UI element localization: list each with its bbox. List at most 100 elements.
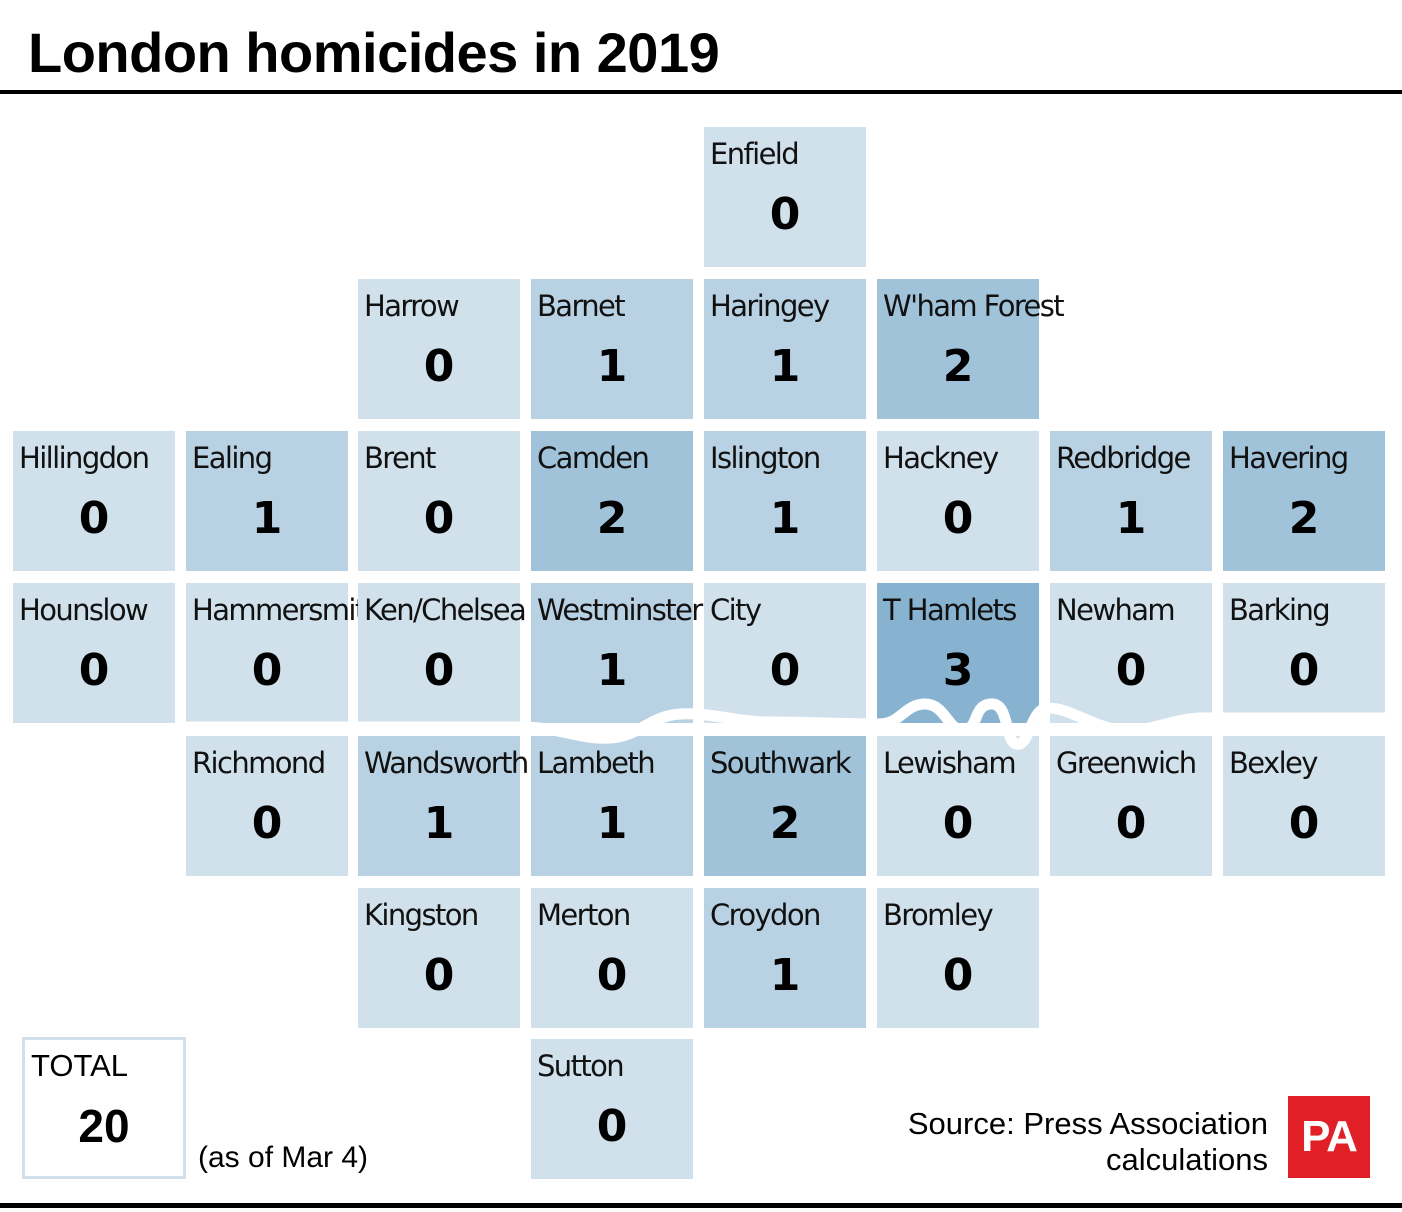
borough-tile: Redbridge 1 — [1050, 431, 1212, 571]
borough-name: Wandsworth — [364, 746, 529, 780]
borough-tile: Sutton 0 — [531, 1039, 693, 1179]
borough-tile: Ken/Chelsea 0 — [358, 583, 527, 723]
borough-name: Barnet — [537, 289, 626, 323]
borough-name: City — [710, 593, 762, 627]
borough-count: 0 — [1115, 798, 1147, 849]
borough-name: Lambeth — [537, 746, 656, 780]
borough-count: 1 — [769, 493, 801, 544]
total-label: TOTAL — [31, 1048, 129, 1083]
borough-count: 0 — [78, 493, 110, 544]
borough-count: 3 — [942, 645, 974, 696]
borough-name: Ken/Chelsea — [364, 593, 527, 627]
borough-name: Haringey — [710, 289, 830, 323]
borough-name: Croydon — [710, 898, 821, 932]
borough-count: 1 — [251, 493, 283, 544]
borough-tile: Lewisham 0 — [877, 736, 1039, 876]
borough-name: Southwark — [710, 746, 852, 780]
borough-count: 0 — [596, 950, 628, 1001]
borough-name: Hounslow — [19, 593, 149, 627]
borough-tile: Hillingdon 0 — [13, 431, 175, 571]
borough-tile: Harrow 0 — [358, 279, 520, 419]
borough-name: Bromley — [883, 898, 994, 932]
borough-name: Sutton — [537, 1049, 625, 1083]
borough-tile: Hounslow 0 — [13, 583, 175, 723]
borough-count: 0 — [769, 645, 801, 696]
borough-tile: City 0 — [704, 583, 866, 723]
borough-tile: Wandsworth 1 — [358, 736, 529, 876]
borough-tile: Hackney 0 — [877, 431, 1039, 571]
borough-name: Merton — [537, 898, 631, 932]
borough-tile: T Hamlets 3 — [877, 583, 1039, 723]
borough-count: 0 — [1288, 798, 1320, 849]
borough-tile: Brent 0 — [358, 431, 520, 571]
borough-name: W'ham Forest — [883, 289, 1065, 323]
borough-tile: Richmond 0 — [186, 736, 348, 876]
borough-tile: W'ham Forest 2 — [877, 279, 1065, 419]
borough-tile: Croydon 1 — [704, 888, 866, 1028]
borough-count: 0 — [423, 645, 455, 696]
borough-count: 2 — [596, 493, 628, 544]
borough-count: 2 — [942, 341, 974, 392]
borough-tile: Barnet 1 — [531, 279, 693, 419]
borough-tile: Greenwich 0 — [1050, 736, 1212, 876]
source-line-2: calculations — [1106, 1142, 1268, 1177]
borough-name: Westminster — [537, 593, 703, 627]
borough-count: 0 — [251, 798, 283, 849]
borough-count: 0 — [423, 950, 455, 1001]
source-credit: Source: Press Association calculations — [908, 1106, 1268, 1178]
bottom-rule — [0, 1203, 1402, 1208]
borough-count: 0 — [1288, 645, 1320, 696]
borough-count: 0 — [942, 493, 974, 544]
borough-name: Enfield — [710, 137, 800, 171]
borough-tile: Havering 2 — [1223, 431, 1385, 571]
borough-tile: Westminster 1 — [531, 583, 703, 723]
borough-count: 0 — [942, 950, 974, 1001]
pa-logo: PA — [1288, 1096, 1370, 1178]
borough-tile: Hammersmith 0 — [186, 583, 383, 723]
borough-count: 0 — [423, 341, 455, 392]
borough-tile: Lambeth 1 — [531, 736, 693, 876]
borough-tile: Bromley 0 — [877, 888, 1039, 1028]
borough-count: 1 — [596, 798, 628, 849]
as-of-date: (as of Mar 4) — [198, 1141, 369, 1174]
borough-name: Ealing — [192, 441, 273, 475]
borough-tile: Enfield 0 — [704, 127, 866, 267]
borough-tile: Haringey 1 — [704, 279, 866, 419]
borough-name: Newham — [1056, 593, 1176, 627]
source-line-1: Source: Press Association — [907, 1106, 1268, 1141]
borough-count: 0 — [596, 1101, 628, 1152]
borough-tile: Ealing 1 — [186, 431, 348, 571]
borough-name: Hammersmith — [192, 593, 383, 627]
borough-name: Hackney — [883, 441, 999, 475]
borough-name: Harrow — [364, 289, 460, 323]
borough-count: 2 — [769, 798, 801, 849]
borough-tile: Newham 0 — [1050, 583, 1212, 723]
borough-name: Brent — [364, 441, 436, 475]
borough-count: 1 — [1115, 493, 1147, 544]
borough-count: 0 — [1115, 645, 1147, 696]
top-rule — [0, 90, 1402, 94]
borough-count: 1 — [423, 798, 455, 849]
borough-tile: Merton 0 — [531, 888, 693, 1028]
borough-name: Islington — [710, 441, 821, 475]
page-title: London homicides in 2019 — [28, 21, 720, 84]
total-box: TOTAL 20 — [22, 1037, 186, 1179]
borough-tile: Islington 1 — [704, 431, 866, 571]
borough-name: Barking — [1229, 593, 1331, 627]
borough-name: Bexley — [1229, 746, 1318, 780]
borough-name: Richmond — [192, 746, 326, 780]
borough-tile: Southwark 2 — [704, 736, 866, 876]
borough-name: Havering — [1229, 441, 1349, 475]
borough-count: 1 — [596, 645, 628, 696]
borough-count: 0 — [78, 645, 110, 696]
borough-name: Kingston — [364, 898, 479, 932]
borough-count: 0 — [251, 645, 283, 696]
borough-count: 0 — [942, 798, 974, 849]
borough-tile: Kingston 0 — [358, 888, 520, 1028]
borough-tile: Barking 0 — [1223, 583, 1385, 723]
borough-name: Redbridge — [1056, 441, 1191, 475]
borough-count: 0 — [769, 189, 801, 240]
borough-name: T Hamlets — [883, 593, 1017, 627]
borough-count: 2 — [1288, 493, 1320, 544]
